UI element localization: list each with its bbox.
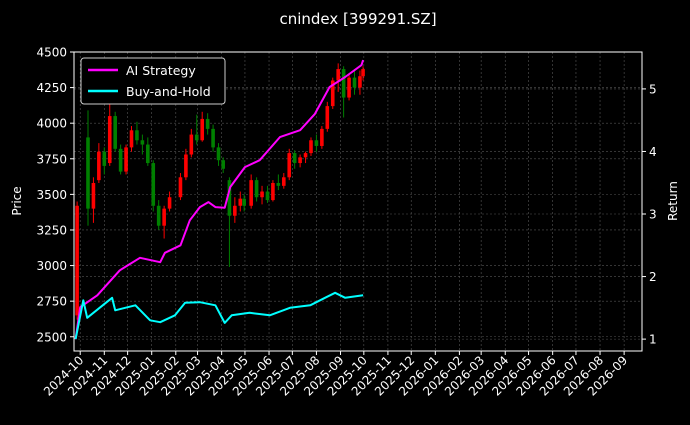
candle-body (211, 128, 215, 148)
plot-frame (73, 51, 643, 352)
candle-body (265, 191, 270, 201)
legend: AI Strategy Buy-and-Hold (80, 57, 226, 105)
series-lines (74, 59, 365, 340)
candle-body (113, 116, 117, 149)
y-tick-label-left: 4500 (36, 46, 67, 60)
candle-body (320, 128, 324, 146)
y-tick-label-right: 3 (649, 208, 657, 222)
y-axis-right: 1 2 3 4 5 (642, 82, 657, 347)
candle-body (205, 118, 210, 129)
candle-body (233, 205, 237, 216)
candle-body (146, 144, 150, 164)
candle-body (254, 180, 259, 198)
y-tick-label-left: 4000 (36, 117, 67, 131)
candle-body (227, 180, 232, 216)
y-tick-label-left: 4250 (36, 81, 67, 95)
y-tick-label-left: 2750 (36, 295, 67, 309)
y-tick-label-left: 3250 (36, 223, 67, 237)
candle-body (271, 182, 275, 201)
candle-body (260, 191, 264, 198)
candle-body (189, 134, 194, 155)
candle-body (135, 130, 139, 141)
candle-body (86, 137, 90, 209)
candle-body (361, 69, 365, 77)
candle-body (118, 148, 123, 172)
chart-title: cnindex [399291.SZ] (279, 10, 436, 28)
candle-body (216, 147, 221, 161)
candle-body (97, 151, 101, 181)
candle-body (314, 140, 319, 146)
candle-body (303, 153, 308, 158)
legend-label-ai-strategy: AI Strategy (126, 63, 196, 78)
candle-body (341, 69, 346, 98)
y-axis-left-label: Price (10, 186, 24, 215)
candle-body (242, 198, 246, 206)
candle-body (156, 205, 161, 226)
candle-body (124, 147, 128, 172)
candle-body (352, 77, 357, 88)
candle-body (287, 153, 292, 178)
candle-body (330, 80, 335, 107)
candle-body (178, 177, 183, 198)
candle-body (358, 76, 362, 88)
candle-body (194, 134, 199, 141)
y-tick-label-left: 3500 (36, 188, 67, 202)
y-tick-label-right: 1 (649, 333, 657, 347)
candle-body (249, 180, 253, 206)
series-line-buy-and-hold (74, 291, 364, 340)
candle-body (167, 197, 172, 209)
legend-label-buy-and-hold: Buy-and-Hold (126, 84, 211, 99)
candle-body (276, 182, 281, 186)
candle-body (129, 130, 134, 148)
candle-body (162, 208, 166, 226)
candles (75, 63, 365, 320)
y-tick-label-left: 2500 (36, 330, 67, 344)
candle-body (102, 151, 107, 166)
y-tick-label-left: 3000 (36, 259, 67, 273)
candle-body (75, 205, 79, 316)
candle-body (347, 77, 351, 98)
candle-body (292, 153, 297, 164)
candle-body (140, 140, 145, 145)
candle-body (238, 198, 243, 206)
candle-body (91, 182, 96, 209)
candle-body (298, 157, 302, 164)
candle-body (151, 163, 156, 206)
series-line-ai-strategy (74, 59, 365, 340)
candle-body (221, 160, 225, 169)
candle-body (325, 106, 330, 129)
candle-body (107, 116, 112, 164)
candle-body (200, 118, 205, 141)
y-tick-label-left: 3750 (36, 152, 67, 166)
candle-body (281, 177, 286, 186)
y-axis-left: 2500 2750 3000 3250 3500 3750 4000 4250 4500 (36, 46, 74, 344)
y-tick-label-right: 2 (649, 270, 657, 284)
y-tick-label-right: 4 (649, 145, 657, 159)
candle-body (184, 154, 188, 178)
candle-body (336, 69, 340, 81)
y-axis-right-label: Return (666, 181, 680, 221)
y-tick-label-right: 5 (649, 82, 657, 96)
candle-body (309, 140, 313, 154)
